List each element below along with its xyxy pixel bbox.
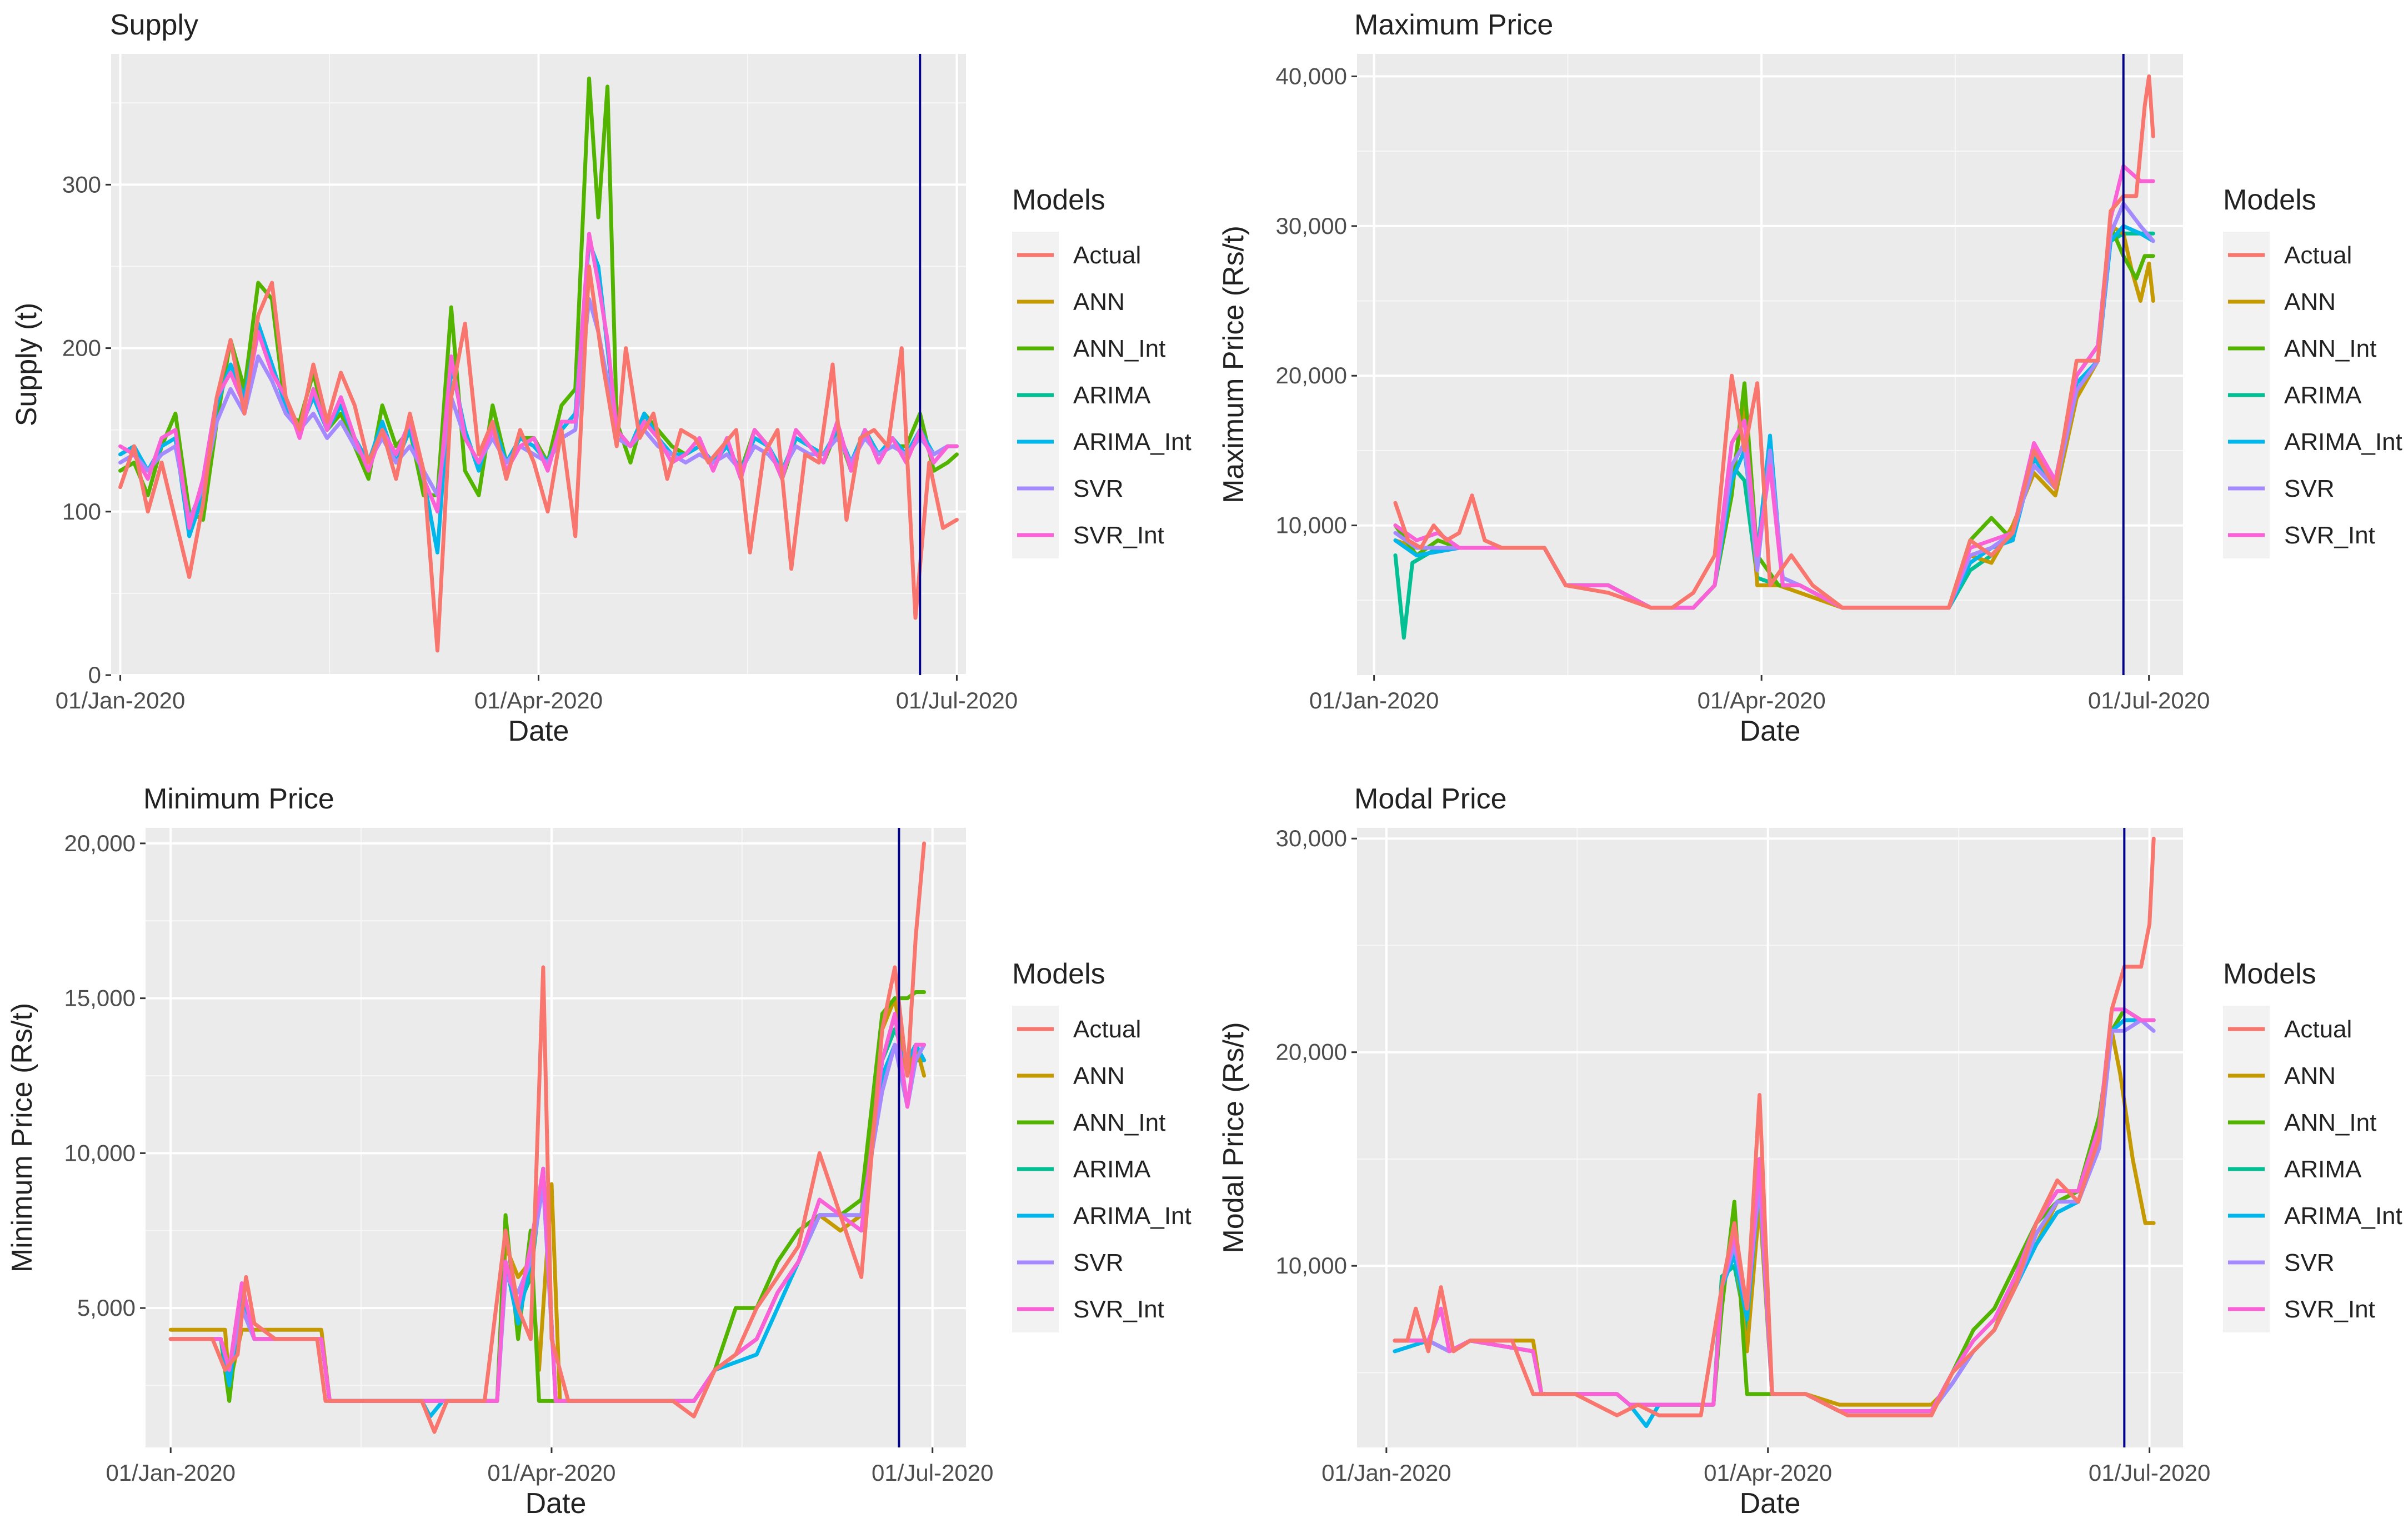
legend-label-svr: SVR [1073, 475, 1123, 502]
x-tick-label: 01/Apr-2020 [1704, 1460, 1832, 1486]
supply-chart: 0 100 200 300 01/Jan-2020 01/Apr-2020 01/Jul-2… [11, 9, 1192, 747]
x-tick-label: 01/Apr-2020 [487, 1460, 615, 1486]
y-tick-label: 200 [62, 335, 101, 361]
y-tick-label: 15,000 [64, 985, 136, 1011]
chart-title: Supply [110, 9, 198, 41]
x-tick-label: 01/Jul-2020 [2088, 687, 2210, 713]
y-tick-label: 0 [88, 662, 101, 688]
legend-title: Models [2223, 184, 2316, 216]
legend-label-arima: ARIMA [2284, 1156, 2362, 1183]
y-tick-label: 100 [62, 498, 101, 525]
legend-label-svr-int: SVR_Int [1073, 522, 1164, 549]
legend-label-arima-int: ARIMA_Int [1073, 428, 1192, 456]
x-axis-label: Date [508, 715, 569, 747]
legend-label-arima: ARIMA [1073, 1156, 1151, 1183]
y-tick-label: 40,000 [1276, 63, 1347, 89]
chart-title: Modal Price [1354, 783, 1507, 815]
plot-panel [146, 828, 966, 1447]
series-group [118, 76, 959, 653]
legend: Models Actual ANN ANN_Int ARIMA ARIMA_Int SVR S… [2223, 184, 2402, 558]
legend-label-arima-int: ARIMA_Int [2284, 428, 2402, 456]
series-group [168, 841, 927, 1434]
legend-label-actual: Actual [1073, 1016, 1141, 1043]
series-line-actual [1393, 836, 2156, 1417]
y-tick-label: 300 [62, 171, 101, 197]
y-axis-label: Supply (t) [11, 303, 43, 427]
legend-label-arima: ARIMA [2284, 382, 2362, 409]
legend: Models Actual ANN ANN_Int ARIMA ARIMA_Int SVR S… [1012, 184, 1192, 558]
maximum-price-chart: 10,000 20,000 30,000 40,000 01/Jan-2020 01/Ap… [1218, 9, 2402, 747]
legend-label-arima: ARIMA [1073, 382, 1151, 409]
y-axis-label: Modal Price (Rs/t) [1218, 1022, 1250, 1253]
legend-label-arima-int: ARIMA_Int [1073, 1202, 1192, 1230]
legend-label-ann: ANN [1073, 1062, 1125, 1090]
y-tick-label: 20,000 [1276, 1039, 1347, 1065]
legend-label-ann-int: ANN_Int [1073, 335, 1165, 362]
legend-label-arima-int: ARIMA_Int [2284, 1202, 2402, 1230]
legend-label-actual: Actual [2284, 1016, 2352, 1043]
legend-label-svr-int: SVR_Int [2284, 522, 2375, 549]
y-axis-label: Maximum Price (Rs/t) [1218, 226, 1250, 503]
series-line-actual [118, 264, 959, 653]
legend-label-ann: ANN [2284, 288, 2336, 316]
legend-label-actual: Actual [1073, 242, 1141, 269]
x-tick-label: 01/Jan-2020 [1309, 687, 1439, 713]
chart-title: Maximum Price [1354, 9, 1553, 41]
series-group [1393, 74, 2155, 640]
series-line-actual [1393, 74, 2155, 610]
legend-label-svr: SVR [2284, 475, 2334, 502]
legend-label-svr: SVR [2284, 1249, 2334, 1276]
y-tick-label: 20,000 [1276, 362, 1347, 388]
legend-label-svr-int: SVR_Int [2284, 1296, 2375, 1323]
x-tick-label: 01/Jan-2020 [106, 1460, 236, 1486]
x-tick-label: 01/Apr-2020 [1698, 687, 1826, 713]
legend-title: Models [2223, 958, 2316, 990]
x-tick-label: 01/Jul-2020 [872, 1460, 994, 1486]
x-tick-label: 01/Jul-2020 [2089, 1460, 2211, 1486]
x-tick-label: 01/Jan-2020 [1321, 1460, 1451, 1486]
y-axis-label: Minimum Price (Rs/t) [6, 1003, 38, 1272]
y-tick-label: 30,000 [1276, 825, 1347, 851]
legend-label-actual: Actual [2284, 242, 2352, 269]
y-tick-label: 20,000 [64, 830, 136, 856]
x-tick-label: 01/Jan-2020 [56, 687, 186, 713]
series-line-actual [168, 841, 927, 1434]
modal-price-chart: 10,000 20,000 30,000 01/Jan-2020 01/Apr-2020… [1218, 783, 2402, 1520]
legend-label-svr-int: SVR_Int [1073, 1296, 1164, 1323]
minimum-price-chart: 5,000 10,000 15,000 20,000 01/Jan-2020 01/Apr… [6, 783, 1192, 1520]
x-axis-label: Date [1740, 715, 1801, 747]
legend: Models Actual ANN ANN_Int ARIMA ARIMA_Int SVR S… [1012, 958, 1192, 1332]
y-tick-label: 10,000 [1276, 1252, 1347, 1279]
legend: Models Actual ANN ANN_Int ARIMA ARIMA_Int SVR S… [2223, 958, 2402, 1332]
x-axis-label: Date [1740, 1487, 1801, 1520]
x-tick-label: 01/Apr-2020 [474, 687, 603, 713]
legend-label-ann: ANN [1073, 288, 1125, 316]
legend-label-ann-int: ANN_Int [2284, 335, 2376, 362]
y-tick-label: 30,000 [1276, 213, 1347, 239]
x-axis-label: Date [525, 1487, 587, 1520]
legend-title: Models [1012, 184, 1105, 216]
legend-label-ann-int: ANN_Int [1073, 1109, 1165, 1136]
legend-label-svr: SVR [1073, 1249, 1123, 1276]
chart-title: Minimum Price [143, 783, 334, 815]
y-tick-label: 10,000 [64, 1140, 136, 1166]
y-tick-label: 5,000 [77, 1295, 136, 1321]
legend-label-ann-int: ANN_Int [2284, 1109, 2376, 1136]
series-group [1393, 836, 2156, 1429]
x-tick-label: 01/Jul-2020 [896, 687, 1018, 713]
y-tick-label: 10,000 [1276, 512, 1347, 538]
legend-title: Models [1012, 958, 1105, 990]
legend-label-ann: ANN [2284, 1062, 2336, 1090]
